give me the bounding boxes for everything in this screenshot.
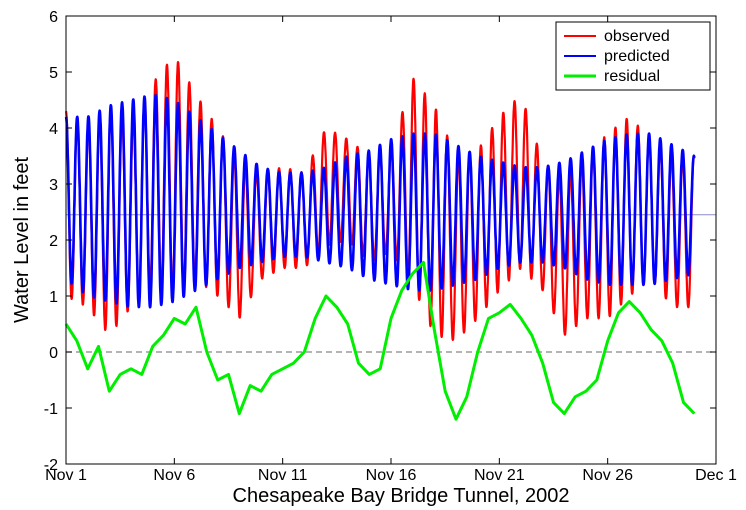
y-tick-label: 2 bbox=[49, 233, 58, 250]
legend-label-predicted: predicted bbox=[604, 48, 670, 65]
y-tick-label: 6 bbox=[49, 9, 58, 26]
series-line-predicted bbox=[64, 93, 696, 309]
x-tick-label: Nov 11 bbox=[258, 467, 308, 484]
legend-label-residual: residual bbox=[604, 68, 660, 85]
x-tick-label: Nov 26 bbox=[582, 467, 633, 484]
y-axis-label: Water Level in feet bbox=[11, 157, 33, 323]
x-axis-label: Chesapeake Bay Bridge Tunnel, 2002 bbox=[233, 485, 570, 507]
legend-label-observed: observed bbox=[604, 28, 670, 45]
y-tick-label: 1 bbox=[49, 289, 58, 306]
axis-ticks: Nov 1 Nov 6 Nov 11 Nov 16 Nov 21 Nov 26 Dec 1 -… bbox=[44, 9, 737, 484]
x-tick-label: Nov 21 bbox=[474, 467, 525, 484]
x-tick-label: Dec 1 bbox=[695, 467, 737, 484]
y-tick-label: 3 bbox=[49, 177, 58, 194]
y-tick-label: 0 bbox=[49, 345, 58, 362]
y-tick-label: -2 bbox=[44, 457, 58, 474]
y-tick-label: 5 bbox=[49, 65, 58, 82]
series-layer bbox=[64, 60, 696, 421]
legend: observed predicted residual bbox=[555, 21, 711, 91]
y-tick-label: -1 bbox=[44, 401, 58, 418]
series-line-residual bbox=[64, 260, 696, 421]
x-tick-label: Nov 1 bbox=[45, 467, 87, 484]
x-tick-label: Nov 6 bbox=[153, 467, 195, 484]
y-tick-label: 4 bbox=[49, 121, 58, 138]
x-tick-label: Nov 16 bbox=[366, 467, 417, 484]
